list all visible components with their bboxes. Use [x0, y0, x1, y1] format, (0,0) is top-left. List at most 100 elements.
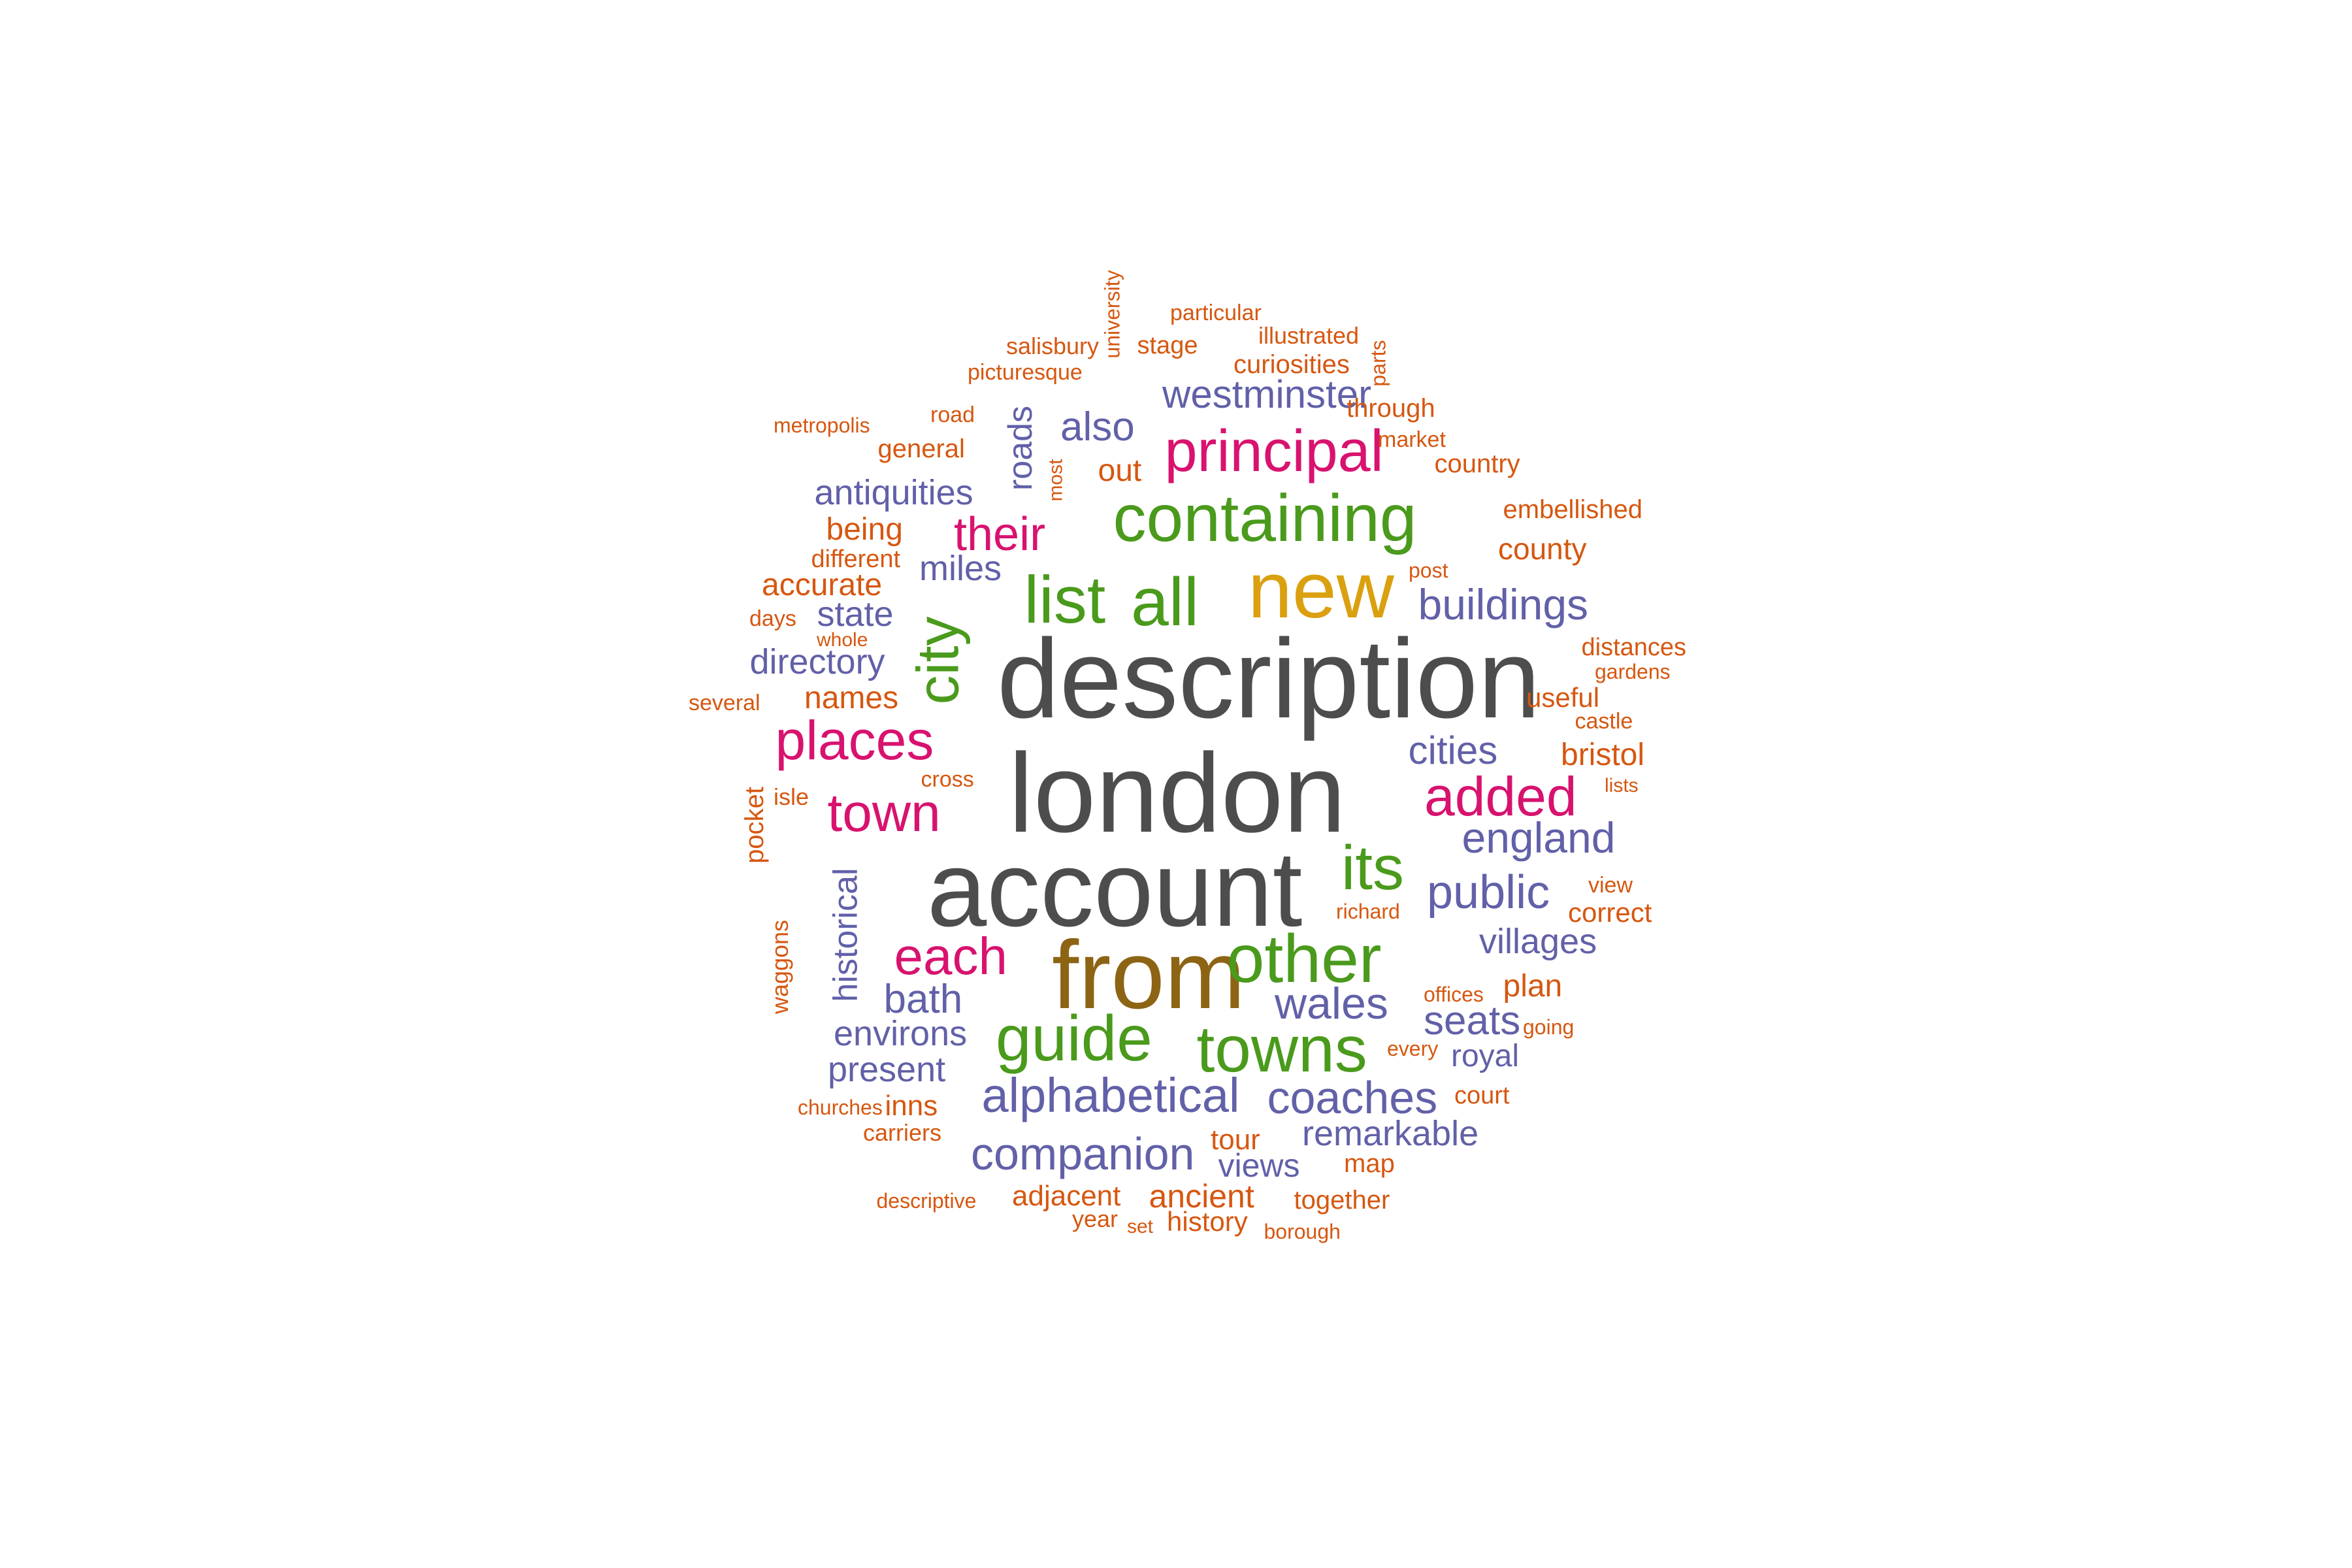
- word-present: present: [828, 1050, 946, 1089]
- word-set: set: [1127, 1216, 1154, 1237]
- word-stage: stage: [1137, 332, 1198, 359]
- word-new: new: [1248, 546, 1394, 634]
- word-views: views: [1218, 1147, 1300, 1184]
- word-particular: particular: [1170, 301, 1262, 325]
- word-out: out: [1098, 453, 1142, 488]
- word-days: days: [749, 606, 796, 631]
- word-alphabetical: alphabetical: [981, 1068, 1240, 1122]
- word-antiquities: antiquities: [814, 473, 973, 512]
- word-embellished: embellished: [1503, 495, 1642, 524]
- word-metropolis: metropolis: [774, 414, 870, 437]
- word-several: several: [689, 691, 760, 715]
- word-accurate: accurate: [762, 568, 883, 602]
- word-added: added: [1424, 766, 1577, 827]
- word-other: other: [1226, 921, 1382, 997]
- word-bath: bath: [883, 977, 963, 1022]
- word-historical: historical: [826, 868, 865, 1002]
- word-each: each: [894, 927, 1007, 985]
- word-list: list: [1024, 563, 1106, 637]
- word-curiosities: curiosities: [1233, 350, 1350, 379]
- word-also: also: [1060, 404, 1135, 449]
- word-being: being: [826, 512, 903, 547]
- word-town: town: [827, 783, 941, 843]
- word-london: london: [1008, 730, 1347, 856]
- word-wales: wales: [1275, 979, 1388, 1028]
- word-gardens: gardens: [1595, 660, 1671, 683]
- word-roads: roads: [1002, 405, 1040, 491]
- word-county: county: [1498, 532, 1587, 566]
- word-whole: whole: [817, 629, 868, 651]
- word-description: description: [997, 616, 1541, 742]
- word-illustrated: illustrated: [1258, 322, 1360, 349]
- word-descriptive: descriptive: [876, 1189, 977, 1213]
- word-map: map: [1344, 1149, 1395, 1178]
- word-university: university: [1100, 270, 1124, 359]
- word-royal: royal: [1451, 1039, 1520, 1073]
- word-guide: guide: [996, 1002, 1152, 1074]
- word-inns: inns: [885, 1090, 938, 1122]
- word-correct: correct: [1568, 897, 1652, 928]
- word-churches: churches: [798, 1096, 883, 1119]
- word-tour: tour: [1211, 1124, 1260, 1156]
- word-england: england: [1462, 813, 1616, 862]
- word-cities: cities: [1408, 728, 1498, 772]
- word-through: through: [1347, 394, 1435, 423]
- word-picturesque: picturesque: [968, 360, 1083, 385]
- word-adjacent: adjacent: [1012, 1180, 1121, 1212]
- word-towns: towns: [1196, 1013, 1367, 1086]
- word-from: from: [1052, 921, 1245, 1029]
- word-going: going: [1523, 1015, 1575, 1039]
- word-ancient: ancient: [1149, 1178, 1254, 1215]
- word-waggons: waggons: [766, 919, 794, 1015]
- word-places: places: [775, 710, 934, 771]
- word-country: country: [1434, 449, 1520, 478]
- word-isle: isle: [774, 783, 809, 810]
- word-remarkable: remarkable: [1302, 1114, 1479, 1153]
- word-market: market: [1378, 427, 1446, 452]
- word-road: road: [930, 402, 975, 427]
- word-most: most: [1045, 459, 1067, 502]
- word-public: public: [1427, 866, 1550, 919]
- word-their: their: [954, 508, 1046, 561]
- word-plan: plan: [1503, 969, 1563, 1004]
- word-year: year: [1072, 1205, 1119, 1232]
- word-history: history: [1167, 1206, 1248, 1237]
- word-its: its: [1341, 833, 1404, 903]
- word-every: every: [1387, 1037, 1439, 1060]
- word-useful: useful: [1526, 682, 1600, 713]
- word-companion: companion: [971, 1128, 1195, 1179]
- word-state: state: [817, 595, 894, 634]
- word-all: all: [1131, 564, 1200, 640]
- word-different: different: [811, 546, 901, 573]
- word-pocket: pocket: [740, 787, 769, 864]
- word-distances: distances: [1581, 634, 1687, 661]
- word-salisbury: salisbury: [1006, 333, 1100, 359]
- word-buildings: buildings: [1418, 580, 1589, 629]
- word-court: court: [1454, 1082, 1510, 1109]
- word-containing: containing: [1113, 481, 1417, 555]
- word-cross: cross: [921, 767, 974, 792]
- word-environs: environs: [834, 1014, 968, 1053]
- word-principal: principal: [1164, 419, 1384, 484]
- word-parts: parts: [1366, 340, 1390, 387]
- word-seats: seats: [1424, 998, 1521, 1043]
- word-view: view: [1588, 873, 1633, 898]
- word-carriers: carriers: [863, 1119, 942, 1146]
- word-castle: castle: [1575, 709, 1633, 734]
- word-bristol: bristol: [1561, 738, 1645, 772]
- word-together: together: [1294, 1186, 1390, 1215]
- word-directory: directory: [749, 642, 885, 681]
- word-miles: miles: [919, 549, 1002, 588]
- word-city: city: [906, 616, 971, 705]
- word-names: names: [804, 681, 899, 715]
- word-richard: richard: [1336, 900, 1400, 923]
- word-lists: lists: [1605, 775, 1639, 796]
- word-villages: villages: [1479, 922, 1597, 961]
- word-borough: borough: [1264, 1220, 1341, 1243]
- word-account: account: [927, 829, 1303, 949]
- word-westminster: westminster: [1162, 372, 1372, 416]
- word-offices: offices: [1424, 983, 1484, 1006]
- word-general: general: [877, 434, 965, 463]
- word-post: post: [1409, 559, 1448, 582]
